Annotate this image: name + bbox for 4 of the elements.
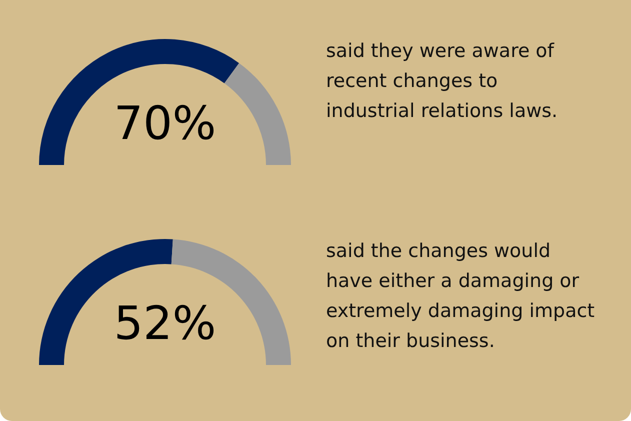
text: said the changes would have either a damaging or extremely damaging impact on their business. (326, 240, 595, 352)
data-label: 52% (114, 296, 216, 350)
text: said they were aware of recent changes to industrial relations laws. (326, 40, 558, 122)
data-label: 70% (114, 96, 216, 150)
